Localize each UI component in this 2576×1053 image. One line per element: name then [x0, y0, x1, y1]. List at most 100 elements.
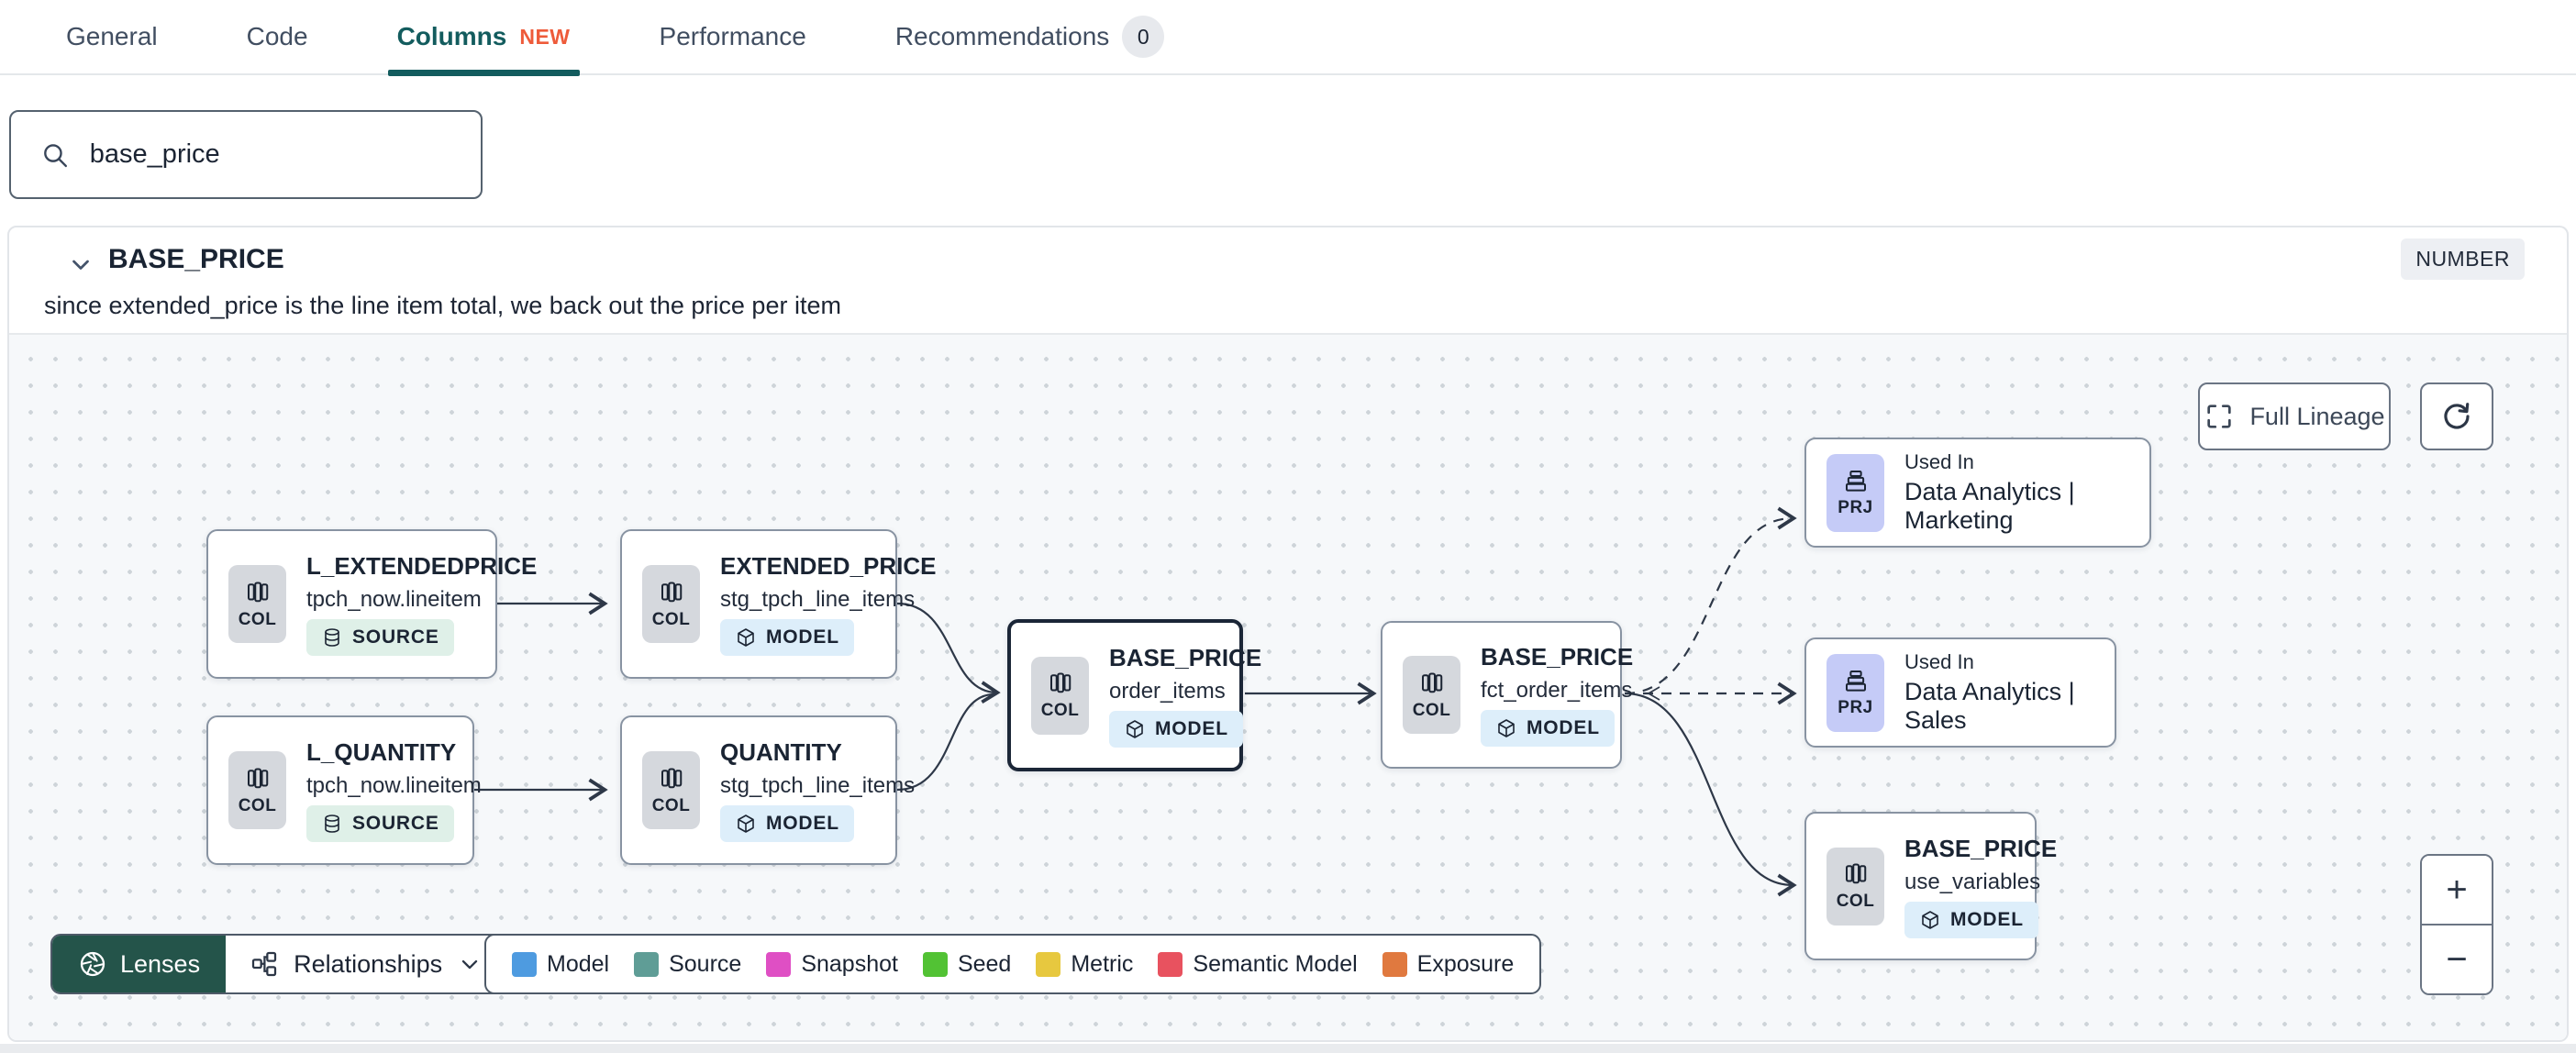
lenses-label: Lenses — [120, 949, 201, 978]
lineage-canvas[interactable]: COL L_EXTENDEDPRICE tpch_now.lineitem SO… — [9, 333, 2567, 1040]
model-type-badge: MODEL — [720, 619, 854, 656]
tab-code[interactable]: Code — [247, 0, 308, 74]
tab-recommendations[interactable]: Recommendations 0 — [894, 0, 1165, 74]
node-title: QUANTITY — [720, 738, 842, 766]
metric-swatch — [1036, 951, 1061, 977]
project-stack-icon — [1845, 471, 1866, 492]
legend-item-semantic-model: Semantic Model — [1158, 951, 1358, 978]
lineage-legend: Model Source Snapshot Seed Metric Semant… — [484, 934, 1542, 994]
col-badge: COL — [228, 751, 286, 829]
node-title: BASE_PRICE — [1904, 834, 2058, 862]
node-subtitle: order_items — [1109, 678, 1226, 704]
type-label: SOURCE — [352, 813, 439, 834]
page-bottom-strip — [0, 1044, 2576, 1053]
chevron-down-icon[interactable] — [64, 248, 97, 281]
lenses-toolbar: Lenses Relationships — [50, 934, 509, 994]
semantic-model-swatch — [1158, 951, 1183, 977]
snapshot-swatch — [766, 951, 792, 977]
tab-general[interactable]: General — [66, 0, 158, 74]
model-type-badge: MODEL — [1904, 901, 2038, 938]
columns-icon — [1421, 671, 1442, 693]
node-title: EXTENDED_PRICE — [720, 552, 937, 580]
relationships-icon — [251, 951, 277, 977]
node-subtitle: stg_tpch_line_items — [720, 587, 916, 612]
tab-bar: General Code Columns NEW Performance Rec… — [0, 0, 2576, 76]
aperture-icon — [80, 951, 105, 977]
col-badge: COL — [1031, 656, 1089, 735]
used-in-name: Data Analytics | Marketing — [1904, 478, 2075, 534]
column-type-badge: NUMBER — [2401, 238, 2525, 280]
columns-icon — [1049, 672, 1071, 693]
chevron-down-icon — [462, 959, 478, 970]
used-in-label: Used In — [1904, 450, 1974, 473]
lineage-node-used-in-marketing[interactable]: PRJ Used In Data Analytics | Marketing — [1804, 438, 2151, 548]
type-label: MODEL — [766, 626, 839, 648]
new-flag: NEW — [519, 24, 571, 49]
badge-label: COL — [1836, 892, 1875, 911]
project-stack-icon — [1845, 671, 1866, 692]
source-type-badge: SOURCE — [306, 619, 454, 656]
used-in-label: Used In — [1904, 650, 1974, 673]
lineage-node-extended-price[interactable]: COL EXTENDED_PRICE stg_tpch_line_items M… — [620, 529, 937, 679]
full-lineage-label: Full Lineage — [2249, 402, 2385, 430]
node-subtitle: tpch_now.lineitem — [306, 587, 482, 612]
full-lineage-button[interactable]: Full Lineage — [2198, 382, 2391, 450]
legend-item-exposure: Exposure — [1382, 950, 1515, 978]
tab-label: Columns — [396, 22, 507, 50]
recommendations-count-badge: 0 — [1122, 16, 1165, 58]
columns-icon — [247, 767, 268, 788]
type-label: MODEL — [1527, 717, 1600, 738]
col-badge: COL — [1403, 656, 1460, 734]
source-type-badge: SOURCE — [306, 805, 454, 842]
legend-item-model: Model — [512, 951, 609, 978]
lineage-node-l-quantity[interactable]: COL L_QUANTITY tpch_now.lineitem SOURCE — [206, 715, 482, 865]
zoom-control: + − — [2420, 854, 2493, 995]
node-title: L_EXTENDEDPRICE — [306, 552, 538, 580]
legend-item-snapshot: Snapshot — [766, 951, 898, 978]
tab-columns[interactable]: Columns NEW — [387, 0, 580, 76]
type-label: MODEL — [1950, 908, 2024, 930]
legend-label: Metric — [1071, 950, 1134, 977]
cube-icon — [738, 815, 754, 833]
col-badge: COL — [642, 565, 700, 643]
prj-badge: PRJ — [1827, 453, 1884, 532]
legend-label: Exposure — [1416, 950, 1515, 977]
zoom-in-button[interactable]: + — [2422, 856, 2492, 926]
lineage-node-base-price-use-variables[interactable]: COL BASE_PRICE use_variables MODEL — [1804, 812, 2057, 960]
tab-label: Performance — [659, 22, 806, 50]
legend-item-metric: Metric — [1036, 951, 1133, 978]
badge-label: COL — [238, 609, 277, 629]
model-type-badge: MODEL — [720, 805, 854, 842]
lineage-node-used-in-sales[interactable]: PRJ Used In Data Analytics | Sales — [1804, 637, 2116, 748]
badge-label: COL — [651, 609, 691, 629]
search-input[interactable] — [89, 139, 462, 170]
zoom-out-button[interactable]: − — [2422, 926, 2492, 993]
refresh-button[interactable] — [2420, 382, 2493, 450]
tab-label: Recommendations — [894, 22, 1110, 50]
source-swatch — [634, 951, 660, 977]
cube-icon — [1922, 910, 1938, 929]
node-title: BASE_PRICE — [1481, 643, 1634, 671]
lineage-node-base-price-fct-order-items[interactable]: COL BASE_PRICE fct_order_items MODEL — [1381, 621, 1633, 769]
legend-label: Snapshot — [801, 950, 898, 977]
lenses-button[interactable]: Lenses — [52, 936, 227, 992]
database-icon — [325, 628, 339, 647]
columns-icon — [661, 767, 682, 788]
legend-label: Seed — [957, 950, 1012, 977]
col-badge: COL — [228, 565, 286, 643]
node-title: L_QUANTITY — [306, 738, 457, 766]
lineage-node-base-price-order-items[interactable]: COL BASE_PRICE order_items MODEL — [1007, 619, 1261, 771]
relationships-select[interactable]: Relationships — [226, 936, 507, 992]
column-panel: BASE_PRICE NUMBER since extended_price i… — [7, 226, 2569, 1042]
column-search[interactable] — [9, 110, 483, 199]
tab-performance[interactable]: Performance — [660, 0, 806, 74]
used-in-name: Data Analytics | Sales — [1904, 678, 2075, 734]
type-label: SOURCE — [352, 626, 439, 648]
lineage-node-quantity[interactable]: COL QUANTITY stg_tpch_line_items MODEL — [620, 715, 915, 865]
exposure-swatch — [1382, 951, 1407, 977]
lineage-node-l-extendedprice[interactable]: COL L_EXTENDEDPRICE tpch_now.lineitem SO… — [206, 529, 537, 679]
column-description: since extended_price is the line item to… — [44, 292, 841, 319]
relationships-label: Relationships — [294, 949, 443, 978]
col-badge: COL — [642, 751, 700, 829]
legend-label: Source — [669, 950, 742, 977]
